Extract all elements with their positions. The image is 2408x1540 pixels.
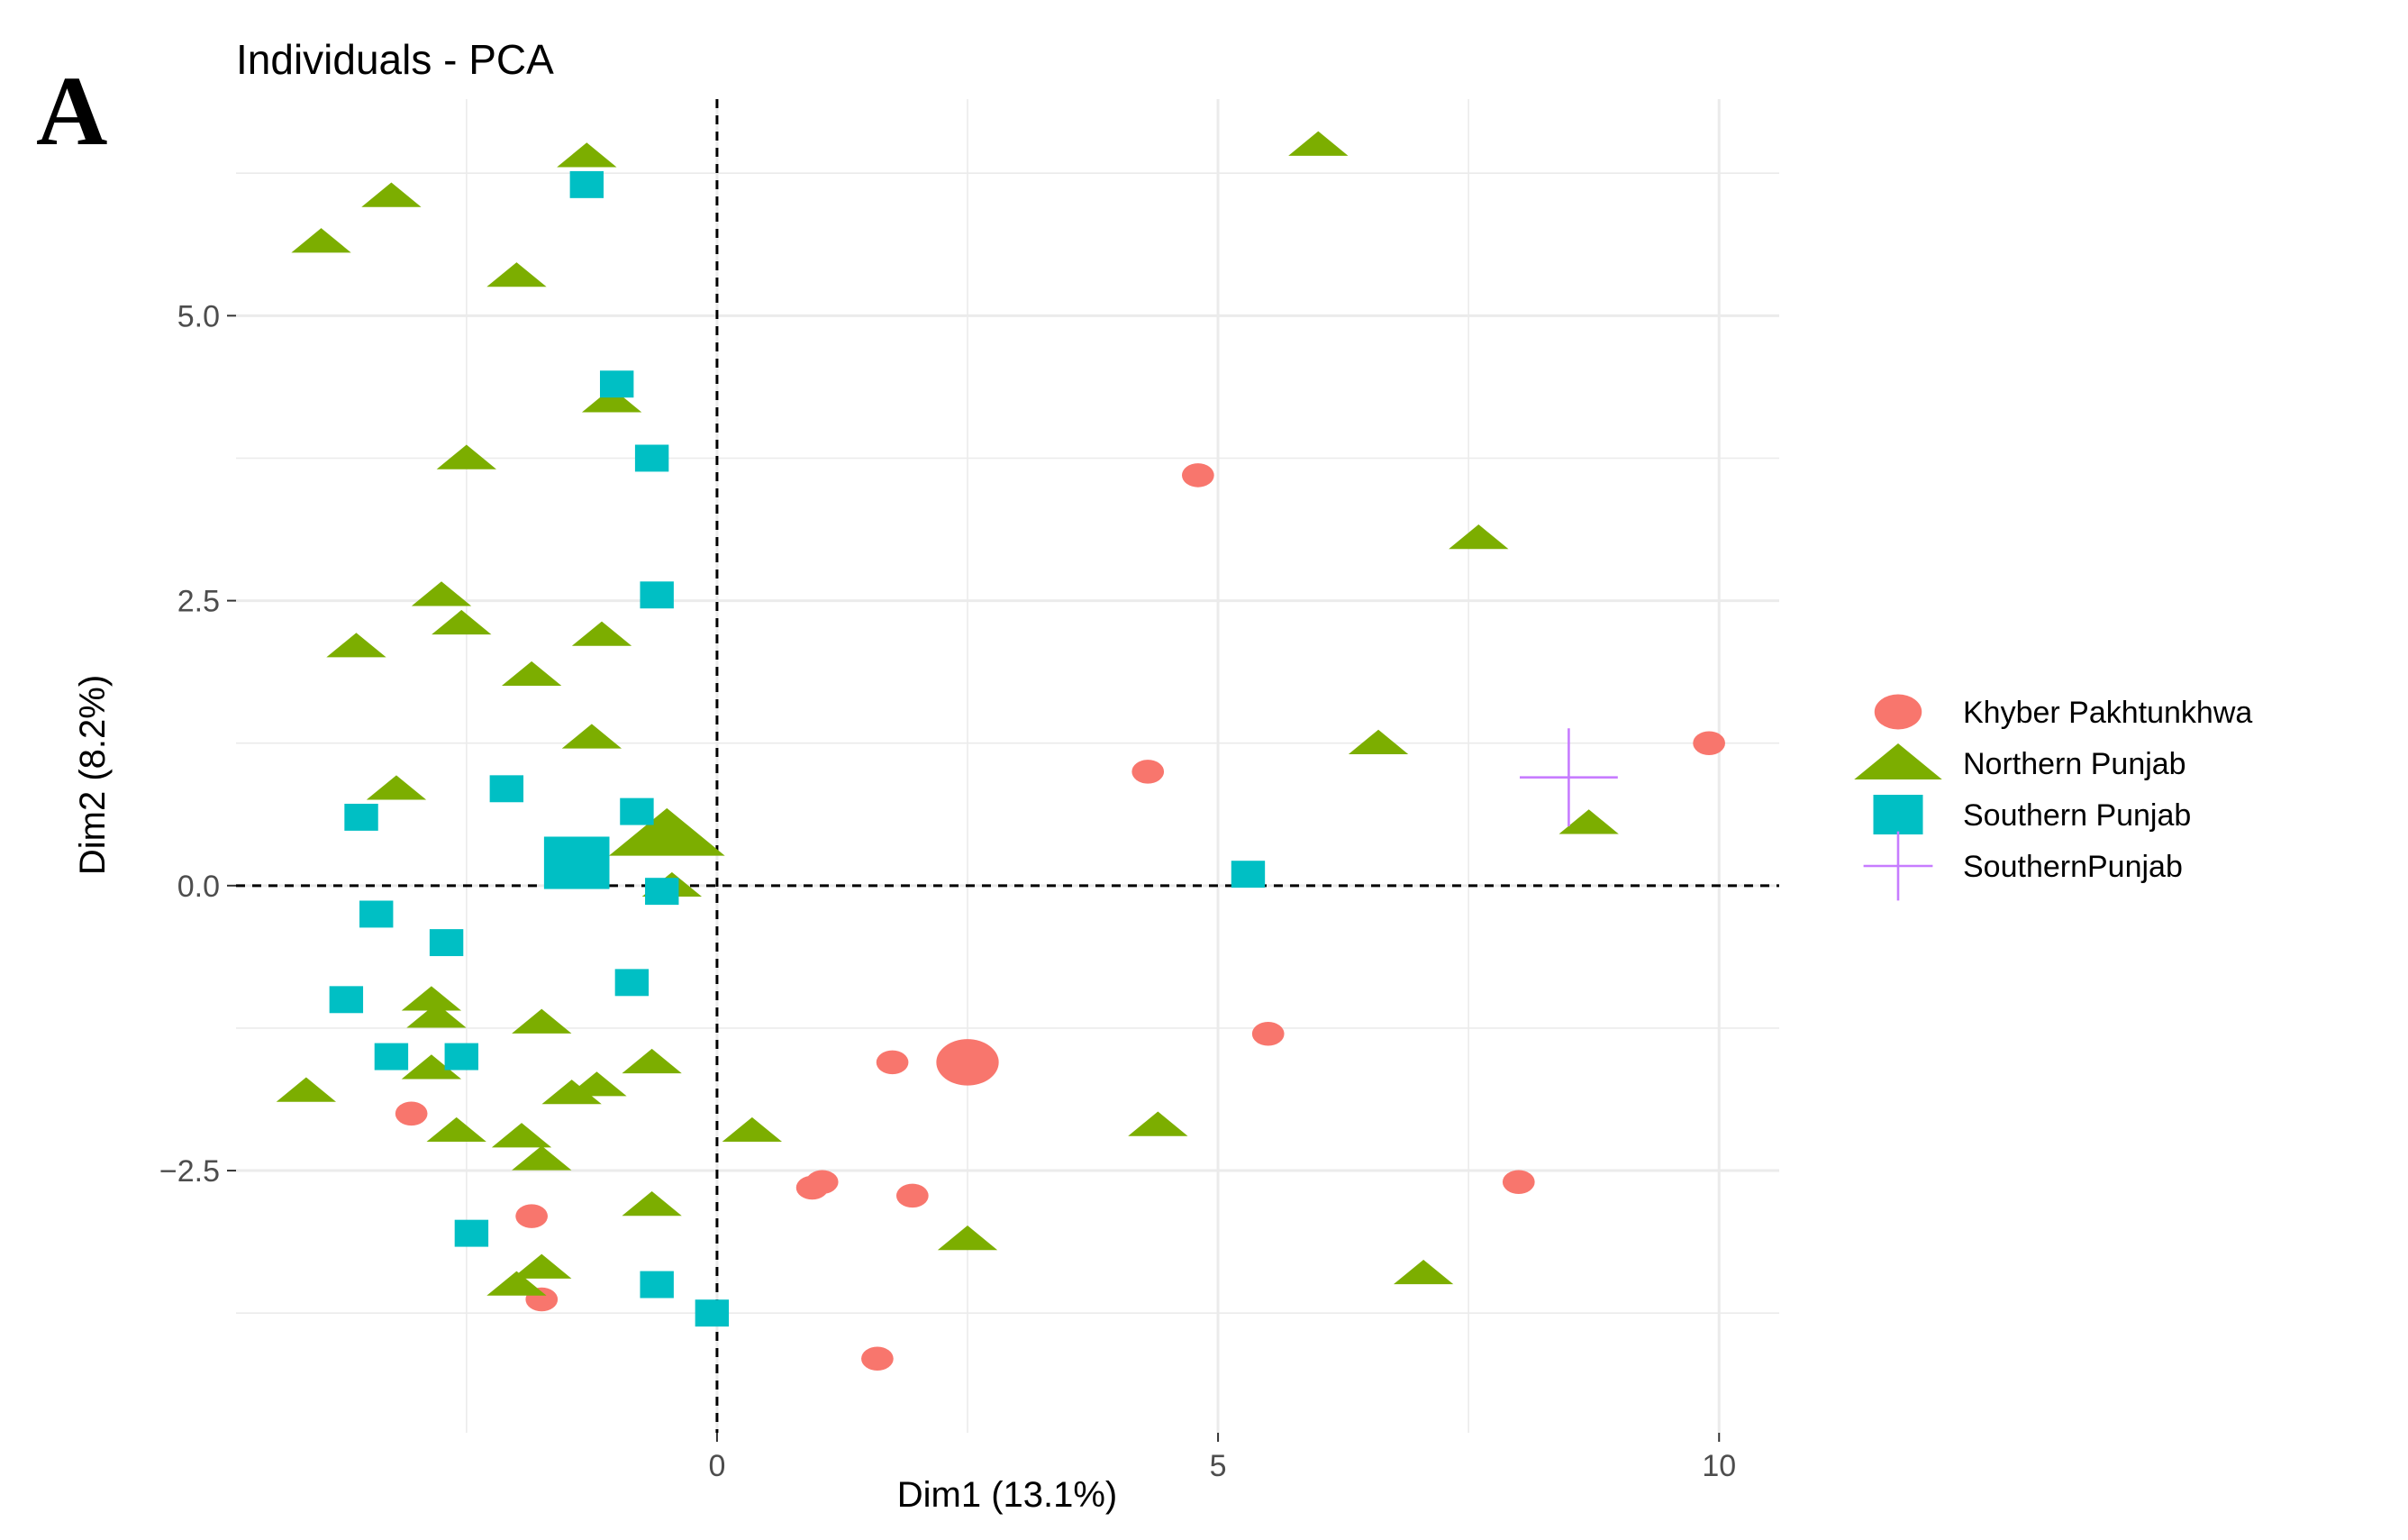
point-northern-punjab	[491, 1123, 552, 1148]
point-northern-punjab	[486, 1271, 547, 1296]
point-khyber-pakhtunkhwa	[1181, 463, 1214, 488]
point-northern-punjab	[366, 775, 427, 800]
series-southernpunjab	[1520, 728, 1618, 827]
legend: Khyber Pakhtunkhwa Northern Punjab Souther…	[1854, 694, 2252, 901]
point-northern-punjab	[401, 986, 462, 1011]
point-southern-punjab	[1231, 861, 1266, 888]
point-khyber-pakhtunkhwa	[515, 1204, 548, 1228]
point-southern-punjab	[374, 1043, 409, 1071]
legend-label-southernpunjab: SouthernPunjab	[1963, 850, 2183, 884]
mean-point-southern-punjab	[543, 836, 610, 889]
point-northern-punjab	[541, 1080, 602, 1105]
point-northern-punjab	[581, 387, 642, 413]
point-northern-punjab	[276, 1077, 337, 1102]
y-tick-label: −2.5	[159, 1154, 220, 1189]
point-northern-punjab	[1449, 524, 1509, 550]
point-southern-punjab	[634, 444, 669, 472]
point-khyber-pakhtunkhwa	[1131, 760, 1165, 784]
legend-key-southernpunjab	[1863, 831, 1933, 901]
point-northern-punjab	[432, 609, 492, 635]
series-northern-punjab	[276, 131, 1619, 1296]
series-southern-punjab	[329, 170, 1266, 1327]
point-southern-punjab	[620, 797, 654, 825]
point-northern-punjab	[1288, 131, 1349, 156]
point-southern-punjab	[695, 1299, 730, 1327]
axes: 0 5 10 −2.5 0.0 2.5 5.0	[159, 299, 1736, 1483]
point-khyber-pakhtunkhwa	[895, 1183, 929, 1208]
point-northern-punjab	[486, 262, 547, 287]
point-northern-punjab	[571, 621, 632, 646]
point-northern-punjab	[512, 1253, 572, 1279]
point-southern-punjab	[489, 775, 524, 803]
data-points	[276, 131, 1725, 1371]
point-northern-punjab	[512, 1145, 572, 1171]
point-southern-punjab	[645, 878, 679, 906]
mean-point-khyber-pakhtunkhwa	[936, 1039, 999, 1086]
point-northern-punjab	[722, 1116, 783, 1143]
legend-label-southern-punjab: Southern Punjab	[1963, 798, 2191, 833]
point-northern-punjab	[1348, 729, 1409, 754]
point-northern-punjab	[436, 444, 496, 469]
point-khyber-pakhtunkhwa	[1251, 1022, 1285, 1046]
point-northern-punjab	[1128, 1111, 1188, 1136]
point-southern-punjab	[614, 969, 650, 997]
legend-key-khyber-pakhtunkhwa	[1874, 694, 1922, 730]
x-tick-label: 0	[708, 1449, 725, 1483]
legend-key-southern-punjab	[1873, 795, 1923, 834]
series-khyber-pakhtunkhwa	[395, 463, 1725, 1371]
mean-point-northern-punjab	[608, 807, 725, 856]
point-northern-punjab	[291, 228, 351, 253]
point-northern-punjab	[326, 633, 386, 658]
point-northern-punjab	[622, 1191, 682, 1217]
x-tick-label: 5	[1210, 1449, 1227, 1483]
point-northern-punjab	[411, 581, 472, 606]
point-northern-punjab	[561, 724, 622, 749]
point-southernpunjab	[1520, 728, 1618, 827]
point-southern-punjab	[444, 1043, 478, 1071]
point-southern-punjab	[329, 986, 364, 1014]
point-southern-punjab	[359, 900, 394, 928]
point-southern-punjab	[344, 803, 378, 831]
panel-label: A	[36, 56, 107, 166]
chart-title: Individuals - PCA	[236, 36, 554, 83]
y-tick-label: 5.0	[177, 299, 220, 333]
point-khyber-pakhtunkhwa	[861, 1346, 894, 1371]
point-southern-punjab	[569, 170, 604, 198]
reference-lines	[236, 99, 1779, 1433]
point-southern-punjab	[640, 581, 674, 609]
point-northern-punjab	[512, 1008, 572, 1034]
point-northern-punjab	[406, 1003, 467, 1028]
point-southern-punjab	[429, 929, 464, 957]
point-northern-punjab	[401, 1054, 462, 1080]
point-northern-punjab	[501, 661, 562, 687]
point-northern-punjab	[937, 1225, 998, 1251]
point-southern-punjab	[640, 1271, 674, 1299]
x-tick-label: 10	[1702, 1449, 1736, 1483]
legend-label-khyber-pakhtunkhwa: Khyber Pakhtunkhwa	[1963, 696, 2252, 730]
point-khyber-pakhtunkhwa	[395, 1101, 428, 1126]
point-northern-punjab	[1558, 809, 1619, 834]
y-axis-title: Dim2 (8.2%)	[73, 675, 113, 875]
point-northern-punjab	[426, 1116, 486, 1143]
x-axis-title: Dim1 (13.1%)	[897, 1475, 1118, 1515]
y-tick-label: 0.0	[177, 870, 220, 904]
point-khyber-pakhtunkhwa	[805, 1170, 839, 1194]
point-southern-punjab	[454, 1219, 489, 1247]
legend-label-northern-punjab: Northern Punjab	[1963, 747, 2186, 781]
point-khyber-pakhtunkhwa	[1502, 1170, 1535, 1194]
point-khyber-pakhtunkhwa	[1693, 731, 1725, 755]
point-northern-punjab	[1393, 1259, 1454, 1285]
legend-key-northern-punjab	[1854, 743, 1942, 779]
y-tick-label: 2.5	[177, 585, 220, 619]
point-southern-punjab	[599, 370, 634, 398]
point-northern-punjab	[557, 142, 617, 168]
point-northern-punjab	[361, 182, 422, 207]
point-khyber-pakhtunkhwa	[876, 1050, 909, 1075]
point-northern-punjab	[622, 1048, 682, 1074]
